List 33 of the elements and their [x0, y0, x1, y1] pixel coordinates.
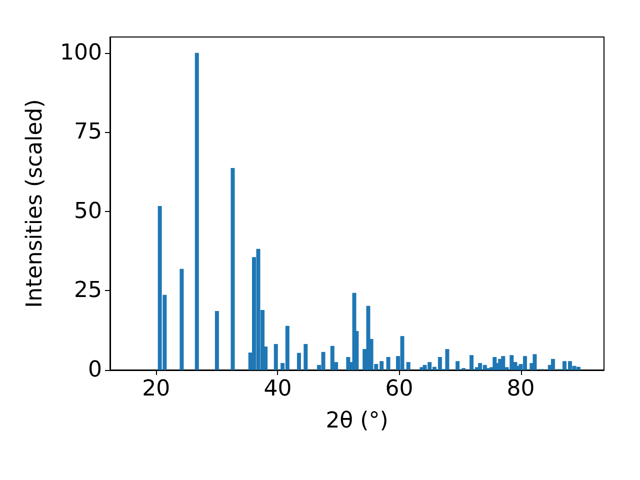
bar: [330, 346, 334, 370]
x-axis-title: 2θ (°): [326, 408, 388, 434]
bar: [304, 344, 308, 370]
bar: [576, 366, 580, 370]
bar: [470, 355, 474, 370]
bar: [296, 352, 301, 370]
x-tick-label: 20: [142, 376, 170, 402]
bar: [501, 356, 506, 370]
x-tick-label: 40: [264, 376, 292, 402]
y-tick-label: 50: [74, 198, 102, 224]
bar: [532, 354, 537, 370]
y-tick-label: 75: [74, 120, 102, 145]
y-tick-label: 25: [74, 278, 102, 304]
bar: [445, 349, 450, 370]
bar: [550, 358, 555, 370]
bar: [406, 362, 410, 370]
bar: [230, 168, 235, 370]
bar: [214, 311, 219, 370]
bar: [386, 356, 390, 370]
bar: [194, 52, 199, 370]
bar: [523, 356, 528, 370]
bar: [256, 248, 260, 370]
y-tick-label: 0: [88, 358, 102, 382]
x-tick-label: 60: [385, 376, 414, 402]
bar: [366, 306, 370, 370]
bar: [180, 268, 184, 370]
bar: [400, 336, 404, 370]
bar: [274, 344, 278, 370]
y-tick-label: 100: [60, 40, 102, 66]
y-axis-title: Intensities (scaled): [22, 99, 48, 308]
x-tick-label: 80: [506, 376, 535, 402]
bar: [456, 361, 460, 370]
bar: [321, 352, 326, 370]
